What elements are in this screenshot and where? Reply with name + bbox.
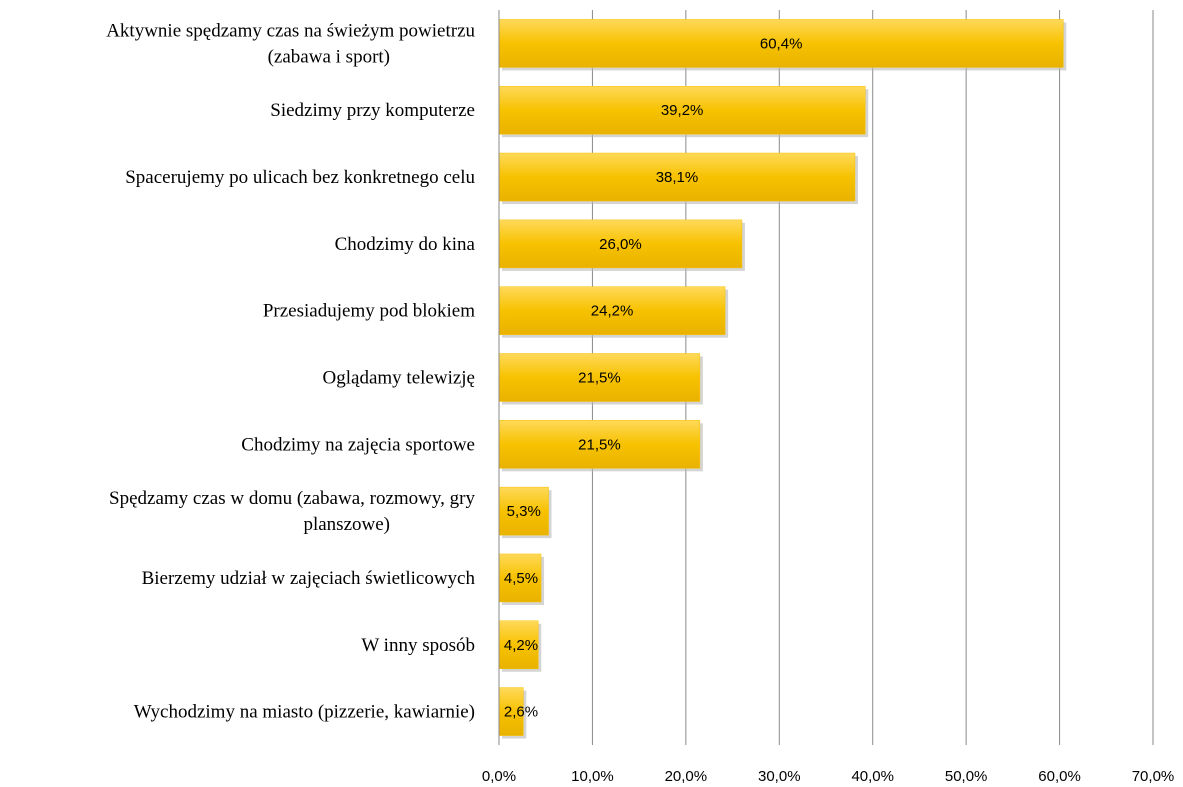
x-tick-label: 70,0% bbox=[1132, 768, 1175, 785]
category-label: Spędzamy czas w domu (zabawa, rozmowy, g… bbox=[109, 488, 475, 535]
bar bbox=[498, 19, 1064, 68]
value-label: 24,2% bbox=[591, 303, 634, 320]
category-label: Wychodzimy na miasto (pizzerie, kawiarni… bbox=[134, 702, 475, 723]
bar bbox=[498, 420, 701, 469]
x-tick-label: 60,0% bbox=[1038, 768, 1081, 785]
x-tick-label: 50,0% bbox=[945, 768, 988, 785]
value-label: 21,5% bbox=[578, 370, 621, 387]
value-label: 39,2% bbox=[661, 102, 704, 119]
category-label: Oglądamy telewizję bbox=[323, 368, 475, 389]
bar bbox=[498, 553, 542, 603]
value-label: 4,2% bbox=[504, 637, 538, 654]
category-label: W inny sposób bbox=[361, 635, 475, 656]
category-label: Chodzimy na zajęcia sportowe bbox=[241, 434, 475, 455]
x-tick-label: 20,0% bbox=[665, 768, 708, 785]
x-tick-label: 30,0% bbox=[758, 768, 801, 785]
x-tick-label: 40,0% bbox=[851, 768, 894, 785]
category-label: Przesiadujemy pod blokiem bbox=[263, 301, 475, 322]
bar bbox=[498, 219, 743, 269]
bar bbox=[498, 687, 524, 736]
value-label: 2,6% bbox=[504, 704, 538, 721]
category-label: Bierzemy udział w zajęciach świetlicowyc… bbox=[142, 568, 476, 589]
value-label: 38,1% bbox=[656, 169, 699, 186]
bar bbox=[498, 85, 866, 135]
bar bbox=[498, 486, 549, 536]
bar bbox=[498, 620, 539, 670]
value-label: 60,4% bbox=[760, 35, 803, 52]
category-label: Siedzimy przy komputerze bbox=[270, 100, 475, 121]
x-tick-label: 0,0% bbox=[482, 768, 516, 785]
value-label: 26,0% bbox=[599, 236, 642, 253]
bar bbox=[498, 286, 726, 335]
value-label: 4,5% bbox=[504, 570, 538, 587]
category-label: Spacerujemy po ulicach bez konkretnego c… bbox=[125, 167, 475, 188]
category-label: Chodzimy do kina bbox=[335, 234, 476, 255]
bar bbox=[498, 353, 701, 402]
bar bbox=[498, 152, 856, 202]
value-label: 5,3% bbox=[507, 503, 541, 520]
category-label: Aktywnie spędzamy czas na świeżym powiet… bbox=[106, 20, 475, 67]
x-tick-label: 10,0% bbox=[571, 768, 614, 785]
value-label: 21,5% bbox=[578, 436, 621, 453]
